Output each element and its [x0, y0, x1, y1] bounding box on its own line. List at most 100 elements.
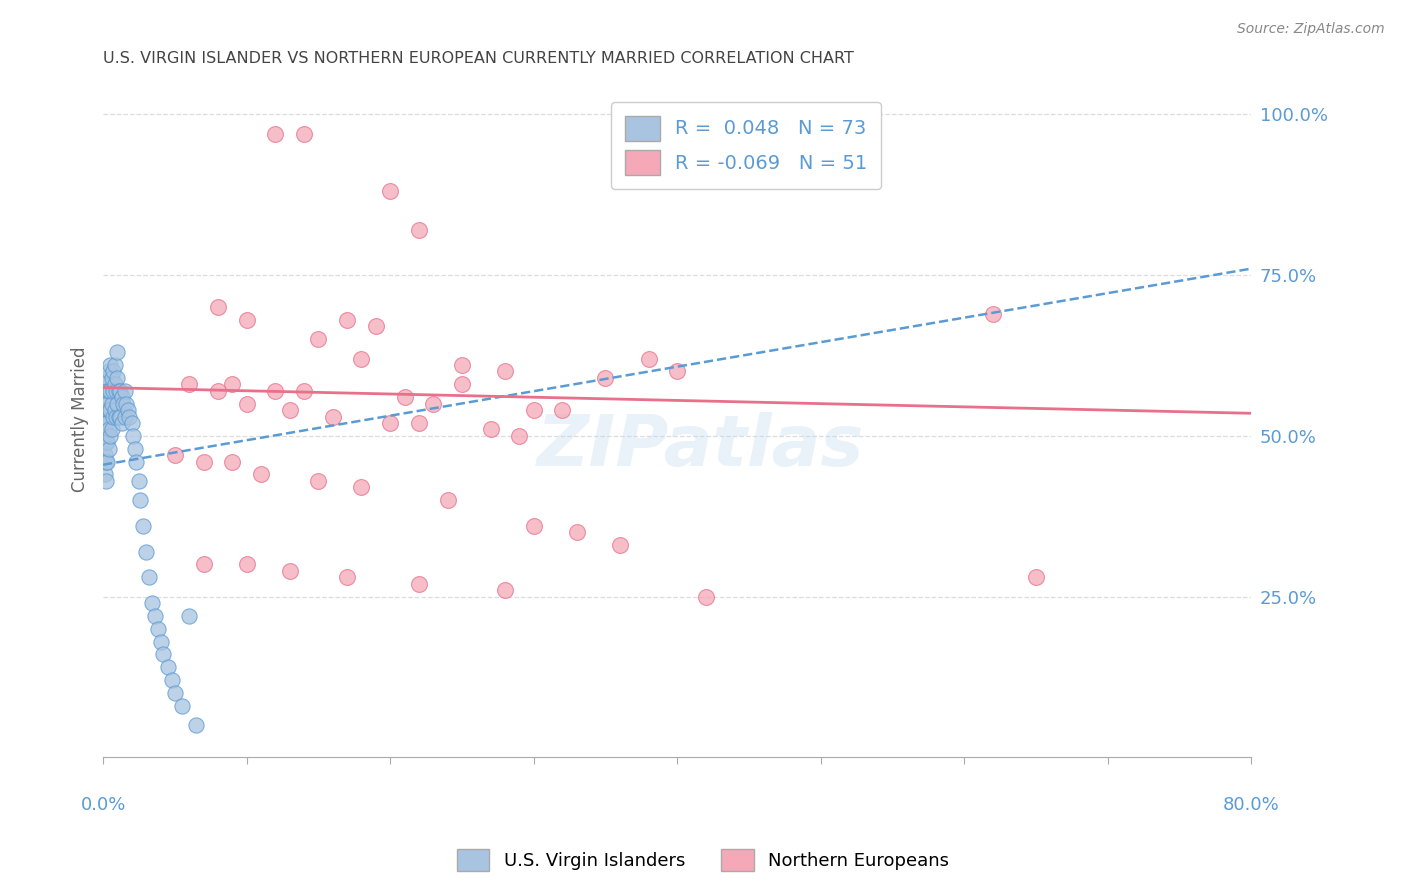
- Point: [104, 358, 127, 372]
- Point: [207, 384, 229, 398]
- Point: [105, 409, 128, 424]
- Point: [101, 409, 124, 424]
- Point: [278, 403, 301, 417]
- Point: [156, 660, 179, 674]
- Point: [97, 403, 120, 417]
- Point: [609, 538, 631, 552]
- Point: [115, 397, 138, 411]
- Point: [110, 384, 132, 398]
- Point: [93, 384, 115, 398]
- Point: [94, 474, 117, 488]
- Point: [96, 416, 118, 430]
- Y-axis label: Currently Married: Currently Married: [72, 347, 89, 492]
- Point: [107, 345, 129, 359]
- Point: [207, 300, 229, 314]
- Point: [107, 397, 129, 411]
- Point: [221, 377, 243, 392]
- Point: [408, 576, 430, 591]
- Point: [104, 377, 127, 392]
- Point: [193, 454, 215, 468]
- Point: [93, 467, 115, 482]
- Point: [146, 622, 169, 636]
- Point: [129, 493, 152, 508]
- Point: [114, 409, 136, 424]
- Point: [108, 384, 131, 398]
- Text: ZIPatlas: ZIPatlas: [537, 412, 863, 481]
- Point: [94, 377, 117, 392]
- Point: [264, 384, 287, 398]
- Point: [235, 313, 257, 327]
- Point: [380, 185, 402, 199]
- Point: [93, 448, 115, 462]
- Text: Source: ZipAtlas.com: Source: ZipAtlas.com: [1237, 22, 1385, 37]
- Point: [278, 564, 301, 578]
- Point: [105, 384, 128, 398]
- Point: [96, 384, 118, 398]
- Point: [94, 390, 117, 404]
- Point: [143, 608, 166, 623]
- Point: [96, 435, 118, 450]
- Point: [97, 364, 120, 378]
- Point: [117, 403, 139, 417]
- Point: [118, 409, 141, 424]
- Point: [110, 409, 132, 424]
- Point: [264, 127, 287, 141]
- Point: [350, 351, 373, 366]
- Point: [111, 390, 134, 404]
- Point: [1025, 570, 1047, 584]
- Point: [163, 686, 186, 700]
- Point: [307, 474, 329, 488]
- Point: [595, 371, 617, 385]
- Point: [132, 518, 155, 533]
- Point: [121, 416, 143, 430]
- Point: [479, 422, 502, 436]
- Point: [93, 429, 115, 443]
- Point: [104, 403, 127, 417]
- Point: [250, 467, 273, 482]
- Point: [101, 384, 124, 398]
- Point: [981, 307, 1004, 321]
- Point: [108, 409, 131, 424]
- Point: [96, 371, 118, 385]
- Point: [149, 634, 172, 648]
- Point: [494, 583, 516, 598]
- Point: [101, 364, 124, 378]
- Point: [111, 416, 134, 430]
- Point: [221, 454, 243, 468]
- Legend: U.S. Virgin Islanders, Northern Europeans: U.S. Virgin Islanders, Northern European…: [450, 842, 956, 879]
- Point: [307, 332, 329, 346]
- Point: [179, 608, 201, 623]
- Point: [97, 442, 120, 456]
- Point: [179, 377, 201, 392]
- Point: [98, 358, 121, 372]
- Point: [336, 313, 359, 327]
- Point: [380, 416, 402, 430]
- Point: [292, 127, 315, 141]
- Point: [364, 319, 387, 334]
- Point: [94, 435, 117, 450]
- Point: [408, 416, 430, 430]
- Point: [128, 474, 150, 488]
- Point: [523, 518, 546, 533]
- Point: [637, 351, 659, 366]
- Point: [100, 371, 122, 385]
- Point: [94, 454, 117, 468]
- Point: [292, 384, 315, 398]
- Legend: R =  0.048   N = 73, R = -0.069   N = 51: R = 0.048 N = 73, R = -0.069 N = 51: [612, 102, 882, 189]
- Point: [523, 403, 546, 417]
- Point: [100, 422, 122, 436]
- Point: [163, 448, 186, 462]
- Point: [124, 442, 146, 456]
- Point: [494, 364, 516, 378]
- Point: [112, 397, 135, 411]
- Point: [98, 403, 121, 417]
- Point: [97, 384, 120, 398]
- Point: [97, 422, 120, 436]
- Point: [94, 416, 117, 430]
- Point: [235, 397, 257, 411]
- Point: [93, 409, 115, 424]
- Point: [94, 403, 117, 417]
- Point: [135, 544, 157, 558]
- Point: [436, 493, 458, 508]
- Point: [98, 384, 121, 398]
